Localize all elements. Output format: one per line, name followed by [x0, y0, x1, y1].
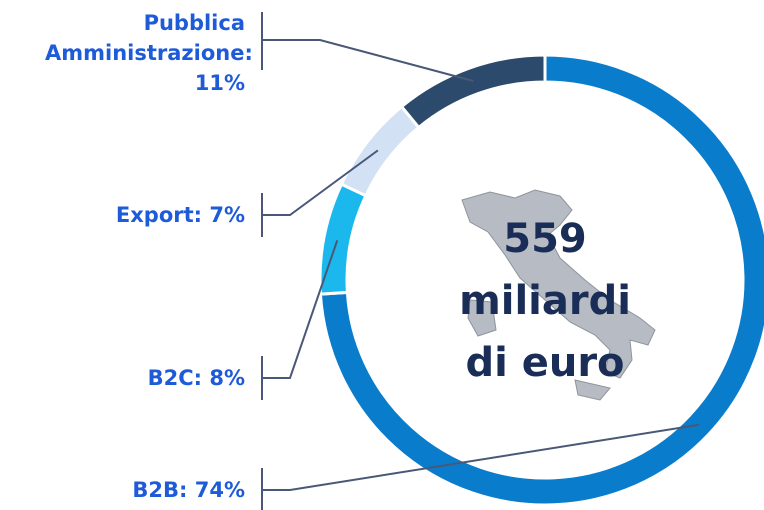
donut-segment	[318, 53, 764, 507]
leader-line	[262, 423, 700, 491]
leader-line	[262, 39, 474, 82]
leader-line	[262, 149, 379, 216]
italy-map	[461, 189, 656, 401]
data-label: B2C: 8%	[147, 366, 245, 390]
center-text: di euro	[465, 340, 624, 386]
data-label: Pubblica Amministrazione: 11%	[45, 11, 253, 95]
donut-segment	[318, 182, 368, 296]
donut-segment	[399, 53, 547, 130]
donut-segment	[339, 104, 421, 198]
center-text: 559	[503, 216, 587, 262]
data-label: B2B: 74%	[132, 478, 245, 502]
leader-line	[262, 240, 339, 379]
data-label: Export: 7%	[115, 203, 245, 227]
center-text: miliardi	[459, 278, 631, 324]
